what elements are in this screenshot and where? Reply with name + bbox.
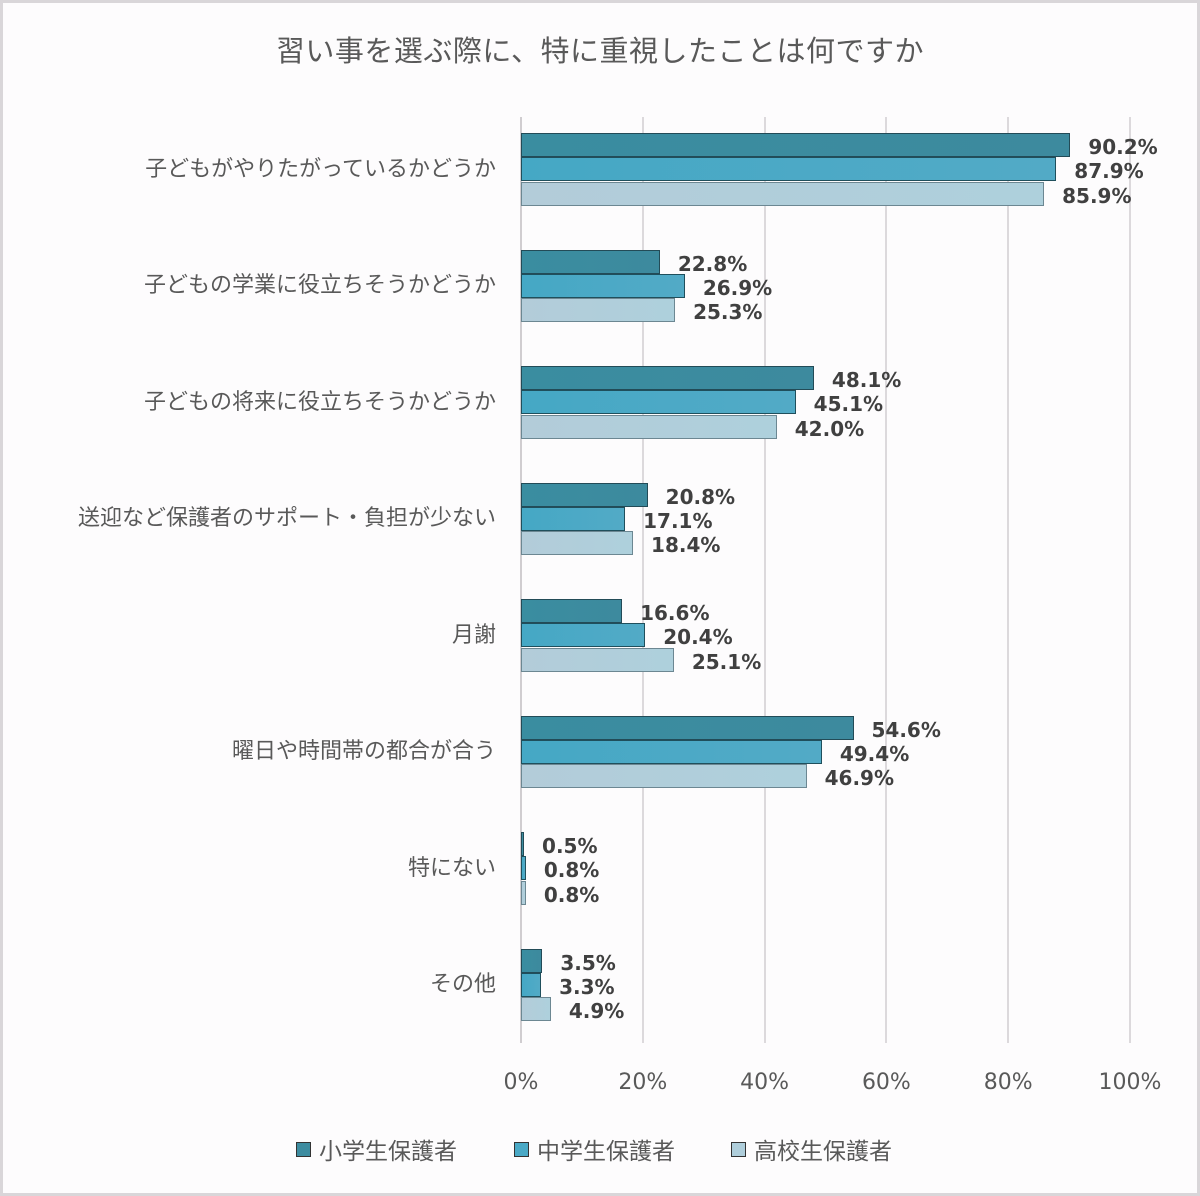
plot-area bbox=[520, 117, 1131, 1043]
bar bbox=[521, 133, 1071, 157]
legend-swatch-icon bbox=[296, 1141, 311, 1157]
data-label: 25.3% bbox=[693, 300, 763, 325]
data-label: 16.6% bbox=[640, 601, 710, 625]
x-tick-label: 20% bbox=[618, 1070, 668, 1095]
bar bbox=[521, 647, 674, 672]
data-label: 87.9% bbox=[1074, 159, 1144, 184]
bar bbox=[521, 764, 807, 789]
bar bbox=[521, 273, 685, 298]
x-tick-label: 40% bbox=[740, 1070, 790, 1095]
data-label: 85.9% bbox=[1062, 183, 1132, 208]
gridline bbox=[1007, 117, 1010, 1043]
bar bbox=[521, 599, 623, 623]
bar bbox=[521, 739, 822, 764]
category-label: 送迎など保護者のサポート・負担が少ない bbox=[77, 506, 496, 532]
gridline bbox=[1129, 117, 1131, 1043]
category-label: 月謝 bbox=[451, 622, 496, 648]
bar bbox=[521, 482, 648, 507]
legend-swatch-icon bbox=[731, 1141, 746, 1157]
bar bbox=[521, 832, 525, 856]
gridline bbox=[641, 117, 644, 1043]
data-label: 0.8% bbox=[543, 858, 600, 883]
data-label: 49.4% bbox=[839, 741, 910, 766]
data-label: 3.3% bbox=[559, 974, 615, 999]
data-label: 3.5% bbox=[560, 950, 616, 975]
data-label: 54.6% bbox=[871, 717, 941, 742]
data-label: 45.1% bbox=[813, 392, 884, 417]
category-label: 子どもがやりたがっているかどうか bbox=[145, 156, 496, 182]
data-label: 48.1% bbox=[831, 368, 902, 392]
bar bbox=[521, 366, 814, 390]
bar bbox=[521, 249, 660, 274]
category-label: 特にない bbox=[407, 855, 496, 881]
data-label: 18.4% bbox=[651, 533, 721, 558]
data-label: 20.4% bbox=[663, 625, 733, 650]
legend-item-junior-high: 中学生保護者 bbox=[514, 1132, 675, 1166]
data-label: 4.9% bbox=[568, 999, 625, 1024]
chart-title: 習い事を選ぶ際に、特に重視したことは何ですか bbox=[275, 34, 925, 68]
bar bbox=[521, 414, 777, 439]
bar bbox=[521, 298, 676, 323]
data-label: 0.5% bbox=[542, 834, 598, 858]
x-tick-label: 60% bbox=[861, 1070, 911, 1095]
legend-label: 高校生保護者 bbox=[754, 1139, 892, 1165]
data-label: 17.1% bbox=[643, 508, 713, 533]
x-tick-label: 100% bbox=[1098, 1070, 1162, 1095]
legend-label: 中学生保護者 bbox=[537, 1139, 675, 1165]
x-tick-label: 80% bbox=[983, 1070, 1033, 1095]
data-label: 90.2% bbox=[1088, 135, 1158, 159]
category-label: 子どもの将来に役立ちそうかどうか bbox=[143, 389, 496, 415]
data-label: 20.8% bbox=[665, 484, 736, 509]
bar bbox=[521, 531, 634, 556]
bar bbox=[521, 948, 543, 973]
bar bbox=[521, 997, 551, 1022]
data-label: 46.9% bbox=[824, 766, 894, 791]
legend-swatch-icon bbox=[514, 1141, 529, 1157]
gridline bbox=[520, 117, 522, 1043]
x-tick-label: 0% bbox=[503, 1070, 539, 1095]
legend-item-elementary: 小学生保護者 bbox=[296, 1132, 457, 1166]
bar bbox=[521, 715, 854, 740]
data-label: 25.1% bbox=[691, 649, 762, 674]
bar bbox=[521, 880, 526, 905]
data-label: 22.8% bbox=[677, 251, 748, 276]
legend-label: 小学生保護者 bbox=[319, 1139, 457, 1165]
bar bbox=[521, 181, 1045, 206]
bar bbox=[521, 856, 526, 881]
bar bbox=[521, 972, 542, 997]
category-label: その他 bbox=[429, 972, 496, 998]
category-label: 曜日や時間帯の都合が合う bbox=[231, 739, 496, 765]
bar bbox=[521, 157, 1057, 182]
data-label: 0.8% bbox=[543, 882, 600, 907]
legend-item-high-school: 高校生保護者 bbox=[731, 1132, 892, 1166]
gridline bbox=[763, 117, 766, 1043]
data-label: 42.0% bbox=[794, 416, 865, 441]
legend: 小学生保護者 中学生保護者 高校生保護者 bbox=[0, 1132, 1200, 1165]
category-label: 子どもの学業に役立ちそうかどうか bbox=[143, 273, 496, 299]
bar bbox=[521, 390, 796, 415]
gridline bbox=[885, 117, 888, 1043]
bar bbox=[521, 506, 626, 531]
bar bbox=[521, 623, 646, 648]
data-label: 26.9% bbox=[702, 275, 773, 300]
